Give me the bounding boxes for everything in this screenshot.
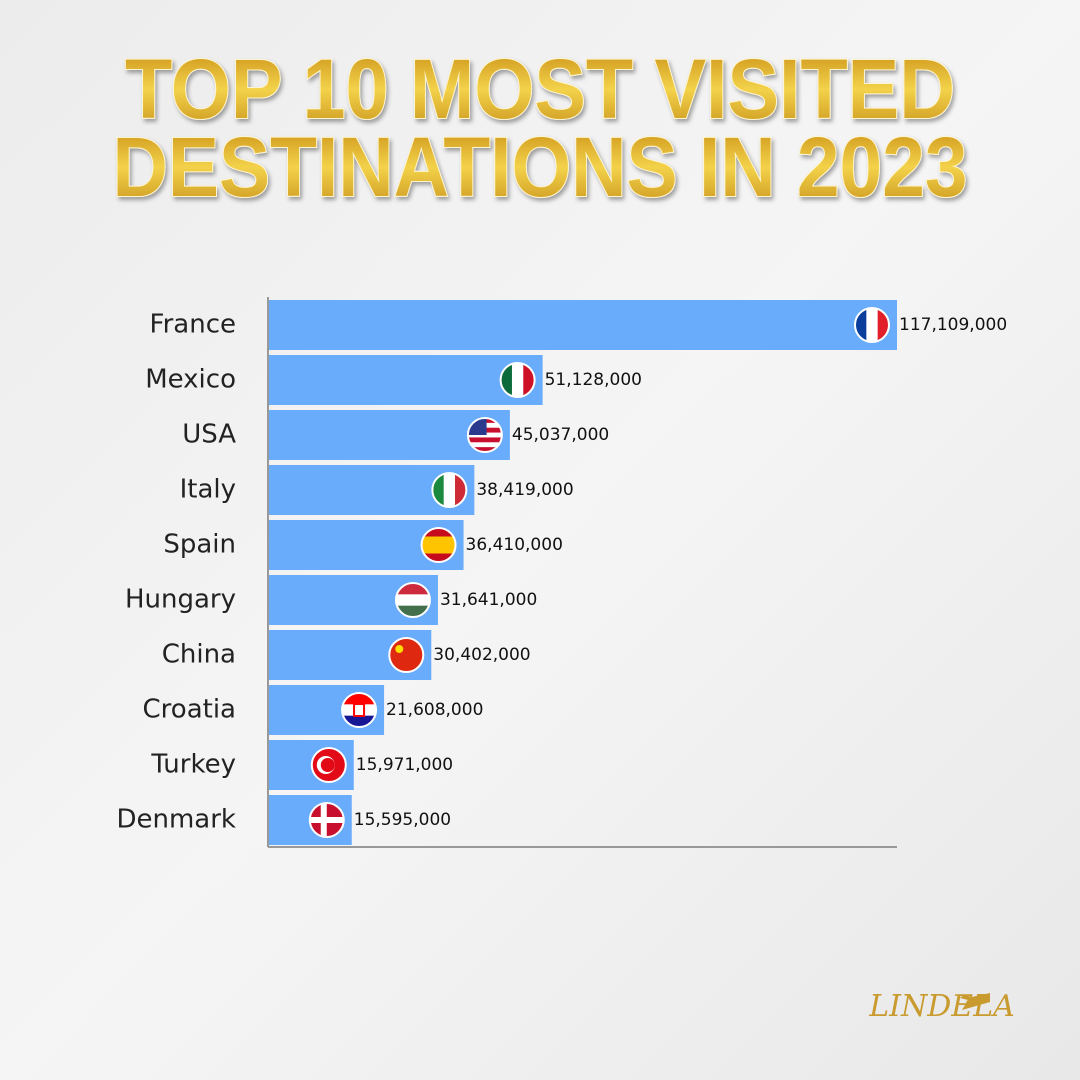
flag-border xyxy=(854,307,890,343)
logo: LINDELA xyxy=(868,989,1015,1024)
bar xyxy=(268,355,543,405)
flag-stripe xyxy=(467,437,502,443)
bar xyxy=(268,300,897,350)
flag-border xyxy=(431,472,468,508)
value-label: 117,109,000 xyxy=(899,315,1007,335)
flag-stripe xyxy=(443,473,456,507)
flag-border xyxy=(388,637,425,673)
flag-stripe xyxy=(500,363,513,397)
flag-border xyxy=(341,692,378,728)
flag-stripe xyxy=(421,545,456,554)
category-label: China xyxy=(162,640,236,670)
flag xyxy=(342,693,377,727)
flag xyxy=(855,308,889,342)
flag xyxy=(395,583,430,617)
flag-stripe xyxy=(467,432,502,438)
value-label: 15,971,000 xyxy=(356,755,453,775)
category-label: Denmark xyxy=(116,805,236,835)
flag-stripe xyxy=(467,447,502,452)
flag-stripe xyxy=(523,363,535,397)
flag-stripe xyxy=(467,442,502,448)
category-label: USA xyxy=(182,420,236,450)
flag-crescent-cut xyxy=(320,758,335,772)
flag-border xyxy=(420,527,457,563)
flag-star xyxy=(395,645,404,653)
value-label: 31,641,000 xyxy=(440,590,537,610)
category-label: Hungary xyxy=(125,585,236,615)
value-label: 15,595,000 xyxy=(354,810,451,830)
flag xyxy=(467,418,502,452)
category-label: Turkey xyxy=(150,750,236,780)
category-label: France xyxy=(150,310,236,340)
flag-stripe xyxy=(421,536,456,546)
flag-border xyxy=(499,362,536,398)
chart-title: DESTINATIONS IN 2023 xyxy=(113,120,968,214)
flag-shield xyxy=(353,703,366,717)
flag-stripe xyxy=(342,715,377,727)
flag-stripe xyxy=(395,594,430,607)
flag-stripe xyxy=(511,363,524,397)
logo-plane xyxy=(960,993,990,1010)
value-label: 30,402,000 xyxy=(433,645,530,665)
flag-border xyxy=(466,417,503,453)
value-label: 51,128,000 xyxy=(545,370,642,390)
flag-border xyxy=(394,582,431,618)
flag-border xyxy=(310,747,347,783)
flag-stripe xyxy=(855,308,867,342)
value-label: 36,410,000 xyxy=(466,535,563,555)
value-label: 21,608,000 xyxy=(386,700,483,720)
value-label: 45,037,000 xyxy=(512,425,609,445)
flag-stripe xyxy=(395,605,430,617)
flag xyxy=(421,528,456,562)
flag-stripe xyxy=(421,528,456,537)
flag-stripe xyxy=(421,553,456,562)
category-label: Italy xyxy=(180,475,236,505)
flag xyxy=(432,473,467,507)
flag-stripe xyxy=(866,308,879,342)
flag-stripe xyxy=(342,693,377,705)
value-label: 38,419,000 xyxy=(476,480,573,500)
flag-border xyxy=(308,802,345,838)
flag-stripe xyxy=(877,308,889,342)
chart-title: TOP 10 MOST VISITED xyxy=(125,42,955,136)
flag xyxy=(500,363,535,397)
category-label: Mexico xyxy=(145,365,236,395)
category-label: Spain xyxy=(163,530,236,560)
flag-stripe xyxy=(455,473,467,507)
category-label: Croatia xyxy=(143,695,236,725)
flag-stripe xyxy=(395,583,430,595)
flag-stripe xyxy=(432,473,445,507)
flag-cross xyxy=(320,803,327,837)
